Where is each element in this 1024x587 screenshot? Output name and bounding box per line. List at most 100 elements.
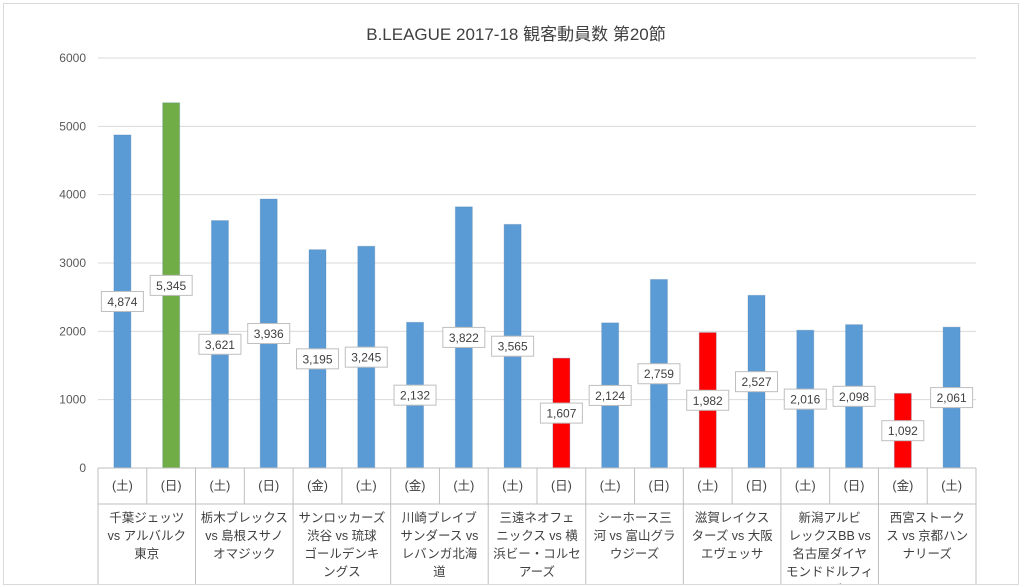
day-label: (金) — [405, 478, 426, 493]
matchup-label: 三遠ネオフェ — [499, 511, 574, 525]
matchup-label: オマジック — [213, 547, 276, 561]
day-label: (日) — [551, 479, 572, 493]
y-tick-label: 3000 — [59, 256, 86, 270]
matchup-label: ングス — [323, 565, 361, 579]
data-label: 4,874 — [107, 295, 137, 309]
data-label-box — [832, 385, 876, 407]
data-label: 2,124 — [595, 389, 625, 403]
data-label-box — [198, 333, 242, 355]
matchup-label: ンズ — [817, 582, 842, 585]
day-label: (金) — [892, 478, 913, 493]
y-tick-label: 4000 — [59, 188, 86, 202]
data-label: 2,061 — [937, 391, 967, 405]
data-label: 2,098 — [839, 390, 869, 404]
data-label-box — [149, 274, 193, 296]
day-label: (日) — [161, 479, 182, 493]
matchup-label: 滋賀レイクス — [695, 510, 769, 525]
y-tick-label: 0 — [79, 461, 86, 475]
matchup-label: アーズ — [519, 564, 555, 579]
matchup-label: 新潟アルビ — [798, 510, 860, 525]
data-label: 1,982 — [693, 394, 723, 408]
data-label-box — [539, 402, 583, 424]
data-label-box — [247, 323, 291, 345]
y-tick-label: 5000 — [59, 119, 86, 133]
matchup-label: 道 — [433, 565, 446, 579]
matchup-label: ス vs 京都ハン — [886, 529, 968, 543]
data-label-box — [491, 335, 535, 357]
data-label-box — [296, 348, 339, 370]
day-label: (日) — [258, 479, 279, 493]
data-labels: 4,874 5,345 3,621 3,936 3,195 3,245 2,132 3,822… — [100, 274, 974, 442]
data-label: 2,527 — [741, 375, 771, 389]
matchup-label: 河 vs 富山グラ — [594, 528, 676, 543]
chart-frame: B.LEAGUE 2017-18 観客動員数 第20節 0 1000 2000 300… — [3, 3, 1019, 585]
day-label: (土) — [112, 479, 133, 493]
data-label-box — [735, 371, 778, 393]
data-label-box — [881, 420, 925, 442]
bars — [113, 102, 961, 469]
matchup-label: サンダース vs — [401, 528, 479, 543]
matchup-label: ゴールデンキ — [304, 546, 379, 561]
matchup-label: ニックス vs 横 — [496, 529, 578, 543]
y-axis: 0 1000 2000 3000 4000 5000 6000 — [59, 51, 86, 475]
y-tick-label: 1000 — [59, 393, 86, 407]
day-label: (土) — [453, 479, 474, 493]
data-label: 2,759 — [644, 367, 674, 381]
y-tick-label: 6000 — [59, 51, 86, 65]
chart-title: B.LEAGUE 2017-18 観客動員数 第20節 — [366, 25, 666, 44]
matchup-label: ターズ vs 大阪 — [691, 528, 773, 543]
data-label: 1,607 — [546, 407, 576, 421]
day-label: (土) — [600, 479, 621, 493]
matchup-label: 西宮ストーク — [890, 510, 965, 525]
matchup-label: 川崎ブレイブ — [402, 510, 478, 525]
data-label-box — [393, 384, 437, 406]
data-label-box — [442, 326, 486, 348]
matchup-label: ウジーズ — [610, 546, 659, 561]
matchup-label: 千葉ジェッツ — [109, 511, 184, 525]
data-label-box — [588, 384, 632, 406]
data-label: 3,245 — [351, 351, 381, 365]
data-label-box — [100, 290, 144, 312]
day-label: (土) — [502, 479, 523, 493]
y-tick-label: 2000 — [59, 324, 86, 338]
bar-chart: B.LEAGUE 2017-18 観客動員数 第20節 0 1000 2000 300… — [59, 25, 977, 585]
day-label: (土) — [210, 479, 231, 493]
matchup-label: vs アルバルク — [108, 529, 186, 543]
data-label: 3,822 — [449, 331, 479, 345]
data-label-box — [686, 389, 730, 411]
matchup-label: 名古屋ダイヤ — [792, 546, 867, 561]
day-label: (土) — [941, 479, 962, 493]
x-axis-table: (土) (日) (土) (日) (金) (土) (金) (土) (土) (日) (土) (日) (土) (… — [97, 467, 977, 585]
day-label: (日) — [746, 479, 767, 493]
matchup-label: モンドドルフィ — [786, 565, 873, 579]
matchup-label: サンロッカーズ — [298, 510, 385, 525]
matchup-label: 渋谷 vs 琉球 — [307, 529, 377, 543]
matchup-label: 浜ビー・コルセ — [493, 547, 581, 561]
data-label: 1,092 — [888, 424, 918, 438]
data-label-box — [344, 346, 388, 368]
matchup-label: レックスBB vs — [789, 529, 871, 543]
data-label: 3,936 — [254, 327, 284, 341]
data-label: 3,195 — [302, 352, 332, 366]
matchup-label: vs 島根スサノ — [205, 528, 283, 543]
data-label-box — [637, 363, 681, 385]
data-label-box — [783, 388, 827, 410]
day-label: (土) — [795, 479, 816, 493]
matchup-label: 東京 — [134, 547, 159, 561]
matchup-label: ナリーズ — [903, 546, 952, 561]
day-label: (日) — [844, 479, 865, 493]
day-label: (金) — [307, 478, 328, 493]
data-label: 3,621 — [205, 338, 235, 352]
matchup-label: シーホース三 — [597, 511, 671, 525]
matchup-label: 栃木ブレックス — [201, 510, 288, 525]
data-label-box — [930, 387, 974, 409]
matchup-label: エヴェッサ — [701, 546, 764, 561]
day-label: (土) — [697, 479, 718, 493]
gridlines — [98, 57, 976, 469]
matchup-label: レバンガ北海 — [402, 546, 478, 561]
data-label: 3,565 — [498, 340, 528, 354]
data-label: 2,016 — [790, 393, 820, 407]
data-label: 5,345 — [156, 279, 186, 293]
data-label: 2,132 — [400, 389, 430, 403]
day-label: (日) — [649, 479, 670, 493]
